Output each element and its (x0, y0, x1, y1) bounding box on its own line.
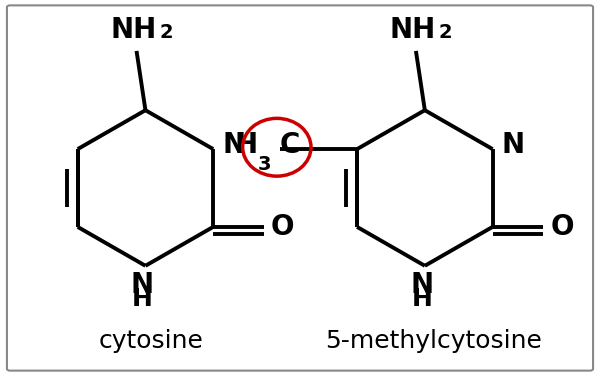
Text: 3: 3 (258, 155, 271, 174)
Text: H: H (132, 287, 153, 311)
Text: O: O (550, 213, 574, 241)
Text: N: N (502, 131, 524, 159)
Text: cytosine: cytosine (99, 329, 204, 353)
Text: N: N (222, 131, 245, 159)
Text: 5-methylcytosine: 5-methylcytosine (325, 329, 542, 353)
Text: 2: 2 (439, 23, 452, 42)
Text: H: H (412, 287, 432, 311)
Text: NH: NH (390, 15, 436, 44)
Text: N: N (410, 271, 433, 299)
Text: 2: 2 (159, 23, 173, 42)
Text: N: N (131, 271, 154, 299)
Text: H: H (235, 131, 258, 159)
Text: NH: NH (110, 15, 157, 44)
Text: C: C (280, 131, 300, 159)
Text: O: O (271, 213, 295, 241)
